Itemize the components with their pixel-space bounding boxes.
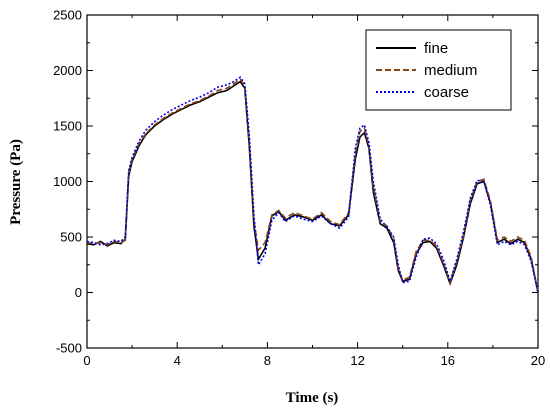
- x-tick-label: 8: [264, 353, 271, 368]
- x-axis-title: Time (s): [286, 390, 339, 406]
- legend-label-medium: medium: [424, 62, 477, 79]
- legend-label-coarse: coarse: [424, 84, 469, 101]
- legend: fine medium coarse: [365, 29, 512, 111]
- series-line-medium: [86, 78, 539, 293]
- y-tick-label: 2000: [53, 63, 82, 78]
- legend-label-fine: fine: [424, 40, 448, 57]
- x-tick-label: 12: [350, 353, 364, 368]
- x-tick-label: 20: [531, 353, 545, 368]
- y-tick-label: 1000: [53, 174, 82, 189]
- series-line-coarse: [86, 76, 539, 293]
- y-tick-label: 2500: [53, 8, 82, 23]
- x-tick-label: 0: [83, 353, 90, 368]
- x-tick-label: 4: [174, 353, 181, 368]
- y-tick-label: -500: [56, 341, 82, 356]
- y-axis-title: Pressure (Pa): [8, 139, 24, 225]
- y-tick-label: 1500: [53, 119, 82, 134]
- x-tick-label: 16: [441, 353, 455, 368]
- series-layer: [86, 76, 539, 293]
- y-tick-label: 0: [75, 285, 82, 300]
- series-line-fine: [86, 80, 539, 293]
- y-tick-label: 500: [60, 230, 82, 245]
